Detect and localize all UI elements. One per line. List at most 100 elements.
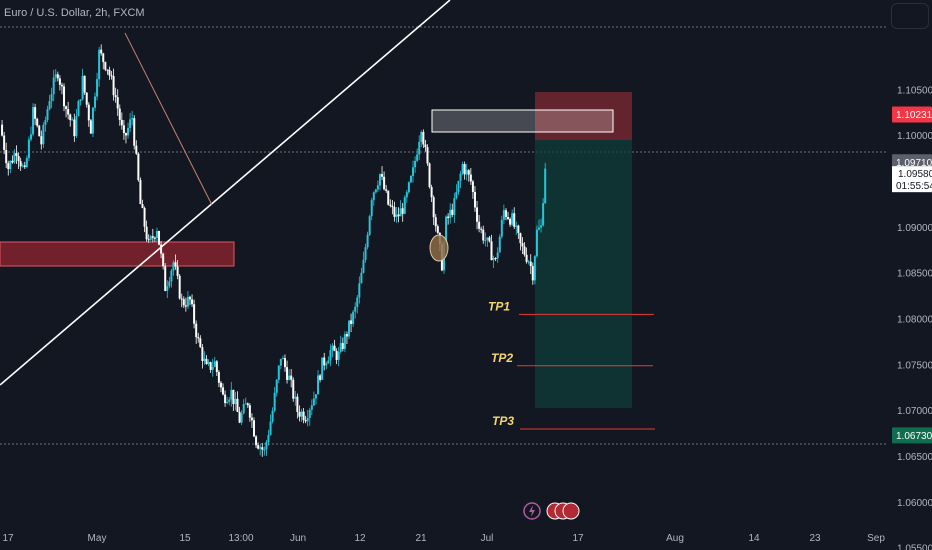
candle-body: [521, 243, 524, 247]
candle-body: [139, 180, 142, 205]
candle-body: [451, 209, 454, 215]
price-badge-label: 1.06730: [896, 431, 932, 442]
candle-body: [523, 246, 526, 255]
candle-body: [273, 392, 276, 411]
candle-body: [292, 379, 295, 399]
candle-body: [279, 358, 282, 366]
candle-body: [535, 229, 538, 257]
candle-body: [182, 299, 185, 306]
candle-body: [60, 84, 63, 87]
candle-body: [145, 226, 148, 240]
candle-body: [430, 187, 433, 198]
candle-body: [29, 134, 32, 140]
candle-body: [317, 375, 320, 395]
candle-body: [118, 108, 121, 120]
candle-body: [343, 334, 346, 349]
economic-events[interactable]: [523, 502, 580, 520]
candle-body: [308, 409, 311, 418]
candle-body: [331, 345, 334, 351]
candle-body: [164, 266, 167, 291]
candle-body: [455, 191, 458, 199]
supply-zone: [431, 109, 614, 133]
take-profit-zone: [535, 140, 632, 408]
candle-body: [147, 239, 150, 241]
date-tick-label: 12: [354, 533, 366, 544]
candle-body: [277, 365, 280, 380]
candle-body: [352, 311, 355, 325]
current-price-label: 1.09580: [898, 169, 932, 180]
candle-body: [362, 259, 365, 273]
candle-body: [32, 107, 35, 135]
candle-body: [100, 49, 103, 54]
candle-body: [488, 237, 491, 242]
candle-body: [312, 398, 315, 406]
price-badge: [892, 427, 932, 444]
candle-body: [232, 389, 235, 405]
candle-body: [217, 372, 220, 383]
candle-body: [38, 125, 41, 137]
candle-body: [129, 119, 132, 128]
candle-body: [178, 275, 181, 299]
candle-body: [304, 420, 307, 422]
candle-body: [168, 281, 171, 287]
candle-body: [387, 190, 390, 205]
candle-body: [486, 237, 489, 241]
candle-body: [366, 234, 369, 248]
candle-body: [7, 163, 10, 170]
candle-body: [511, 213, 514, 225]
candle-body: [83, 75, 86, 93]
candle-body: [155, 230, 158, 239]
candle-body: [540, 225, 543, 228]
candle-body: [496, 252, 499, 259]
candle-body: [393, 207, 396, 217]
candle-body: [27, 139, 30, 159]
candle-body: [449, 209, 452, 219]
candle-body: [151, 236, 154, 238]
candle-body: [180, 298, 183, 300]
chart-settings-button[interactable]: [891, 3, 929, 29]
candle-body: [58, 78, 61, 85]
candle-body: [102, 53, 105, 63]
candle-body: [46, 109, 49, 121]
candle-body: [40, 136, 43, 145]
candle-body: [114, 95, 117, 98]
candle-body: [525, 254, 528, 262]
candle-body: [186, 296, 189, 307]
candle-body: [122, 125, 125, 134]
candle-body: [542, 203, 545, 226]
candle-body: [426, 147, 429, 164]
candle-body: [395, 214, 398, 217]
candle-body: [364, 247, 367, 260]
candle-body: [21, 165, 24, 167]
candle-body: [325, 363, 328, 366]
candle-body: [283, 358, 286, 368]
candle-body: [432, 197, 435, 218]
candle-body: [25, 158, 28, 168]
candle-body: [372, 192, 375, 201]
candle-body: [222, 387, 225, 395]
candle-body: [56, 74, 59, 79]
date-tick-label: Jun: [290, 533, 306, 544]
date-tick-label: 14: [748, 533, 760, 544]
candle-body: [513, 213, 516, 227]
candle-body: [418, 141, 421, 155]
candle-body: [91, 107, 94, 134]
candle-body: [314, 394, 317, 399]
candle-body: [104, 62, 107, 70]
time-axis[interactable]: 17 May 15 13:00 Jun 12 21 Jul 17 Aug 14 23 Sep: [2, 533, 885, 544]
candle-body: [255, 436, 258, 446]
candle-body: [383, 176, 386, 190]
candle-body: [490, 241, 493, 261]
price-badge-label: 1.09710: [896, 158, 932, 169]
candle-body: [5, 149, 8, 164]
candle-body: [368, 216, 371, 235]
date-tick-label: Aug: [666, 533, 684, 544]
candle-body: [414, 160, 417, 168]
candle-body: [69, 114, 72, 121]
candle-body: [172, 262, 175, 271]
candle-body: [482, 229, 485, 241]
candle-body: [504, 210, 507, 218]
candle-body: [321, 357, 324, 380]
candle-body: [300, 411, 303, 417]
